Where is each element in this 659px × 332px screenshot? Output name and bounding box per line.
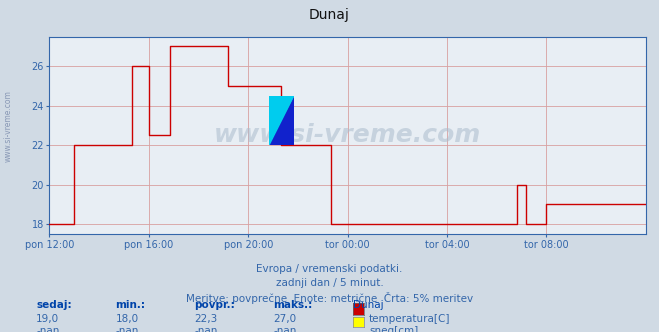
Text: 27,0: 27,0: [273, 314, 297, 324]
Text: temperatura[C]: temperatura[C]: [369, 314, 451, 324]
Text: Meritve: povprečne  Enote: metrične  Črta: 5% meritev: Meritve: povprečne Enote: metrične Črta:…: [186, 292, 473, 304]
Text: sneg[cm]: sneg[cm]: [369, 326, 418, 332]
Text: www.si-vreme.com: www.si-vreme.com: [3, 90, 13, 162]
Polygon shape: [269, 96, 294, 145]
Text: 19,0: 19,0: [36, 314, 59, 324]
Text: maks.:: maks.:: [273, 300, 313, 310]
Text: -nan: -nan: [115, 326, 138, 332]
Text: sedaj:: sedaj:: [36, 300, 72, 310]
Text: povpr.:: povpr.:: [194, 300, 235, 310]
Text: -nan: -nan: [273, 326, 297, 332]
Text: 22,3: 22,3: [194, 314, 217, 324]
Polygon shape: [269, 96, 294, 145]
Text: min.:: min.:: [115, 300, 146, 310]
Polygon shape: [269, 96, 294, 145]
Text: Dunaj: Dunaj: [353, 300, 383, 310]
Text: Evropa / vremenski podatki.: Evropa / vremenski podatki.: [256, 264, 403, 274]
Text: 18,0: 18,0: [115, 314, 138, 324]
Text: www.si-vreme.com: www.si-vreme.com: [214, 123, 481, 147]
Text: -nan: -nan: [36, 326, 59, 332]
Text: -nan: -nan: [194, 326, 217, 332]
Text: Dunaj: Dunaj: [309, 8, 350, 22]
Text: zadnji dan / 5 minut.: zadnji dan / 5 minut.: [275, 278, 384, 288]
